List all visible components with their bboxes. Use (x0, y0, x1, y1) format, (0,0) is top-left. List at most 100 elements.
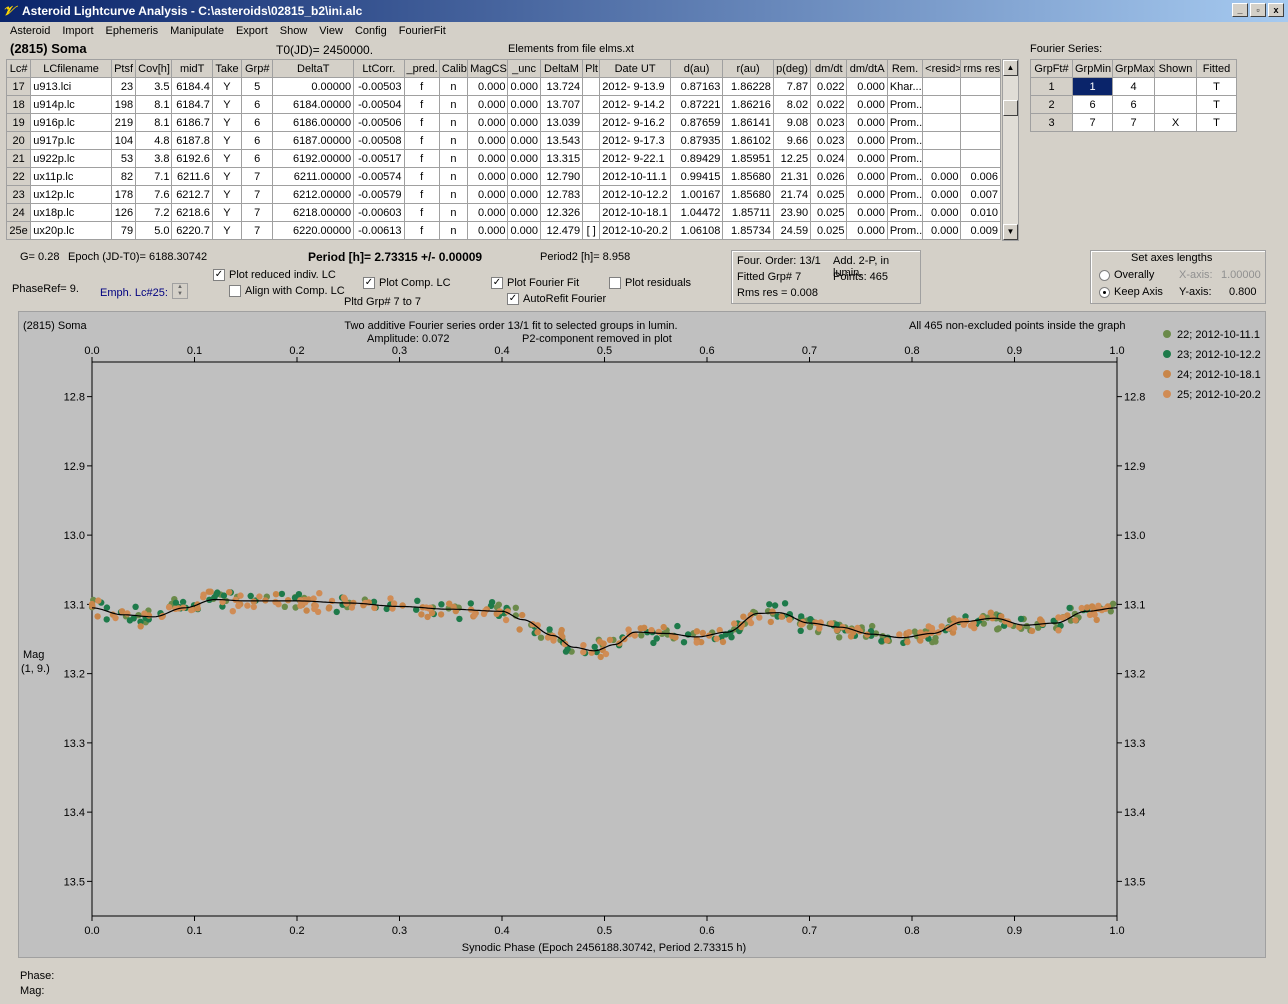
table-cell[interactable] (582, 185, 601, 204)
table-cell[interactable]: 178 (110, 185, 137, 204)
table-cell[interactable]: Y (211, 113, 243, 132)
lc-col-header[interactable]: MagCS (467, 59, 509, 78)
table-cell[interactable] (582, 77, 601, 96)
table-cell[interactable]: 1.04472 (669, 203, 724, 222)
table-cell[interactable]: 2012- 9-17.3 (599, 131, 671, 150)
table-cell[interactable]: 0.99415 (669, 167, 724, 186)
plot-comp-checkbox[interactable]: ✓ Plot Comp. LC (363, 277, 451, 290)
table-cell[interactable]: -0.00506 (353, 113, 405, 132)
lc-col-header[interactable]: _pred. (403, 59, 440, 78)
table-cell[interactable]: 0.000 (922, 203, 962, 222)
table-cell[interactable]: 0.87221 (669, 95, 724, 114)
fs-table-cell[interactable]: 6 (1072, 95, 1113, 114)
lc-col-header[interactable]: LtCorr. (353, 59, 405, 78)
fs-table-cell[interactable]: X (1154, 113, 1197, 132)
table-cell[interactable]: ux12p.lc (30, 185, 112, 204)
menu-view[interactable]: View (319, 25, 343, 37)
table-cell[interactable]: n (438, 203, 469, 222)
table-cell[interactable]: [ ] (582, 221, 601, 240)
table-cell[interactable]: 1.86228 (722, 77, 774, 96)
table-cell[interactable]: 0.000 (467, 203, 509, 222)
table-cell[interactable]: 2012- 9-14.2 (599, 95, 671, 114)
lightcurve-graph-panel[interactable]: 0.0 0.0 0.1 0.1 0.2 0.2 0.3 0.3 0.4 0.4 0.5 0.5 0.6 0… (18, 311, 1266, 958)
table-cell[interactable]: 2012- 9-22.1 (599, 149, 671, 168)
row-header-cell[interactable]: 24 (5, 203, 32, 222)
table-cell[interactable]: 0.022 (810, 77, 848, 96)
table-cell[interactable]: 0.023 (810, 113, 848, 132)
table-cell[interactable]: 8.02 (772, 95, 812, 114)
table-cell[interactable]: 0.000 (922, 167, 962, 186)
fs-table-cell[interactable]: T (1196, 77, 1237, 96)
lc-col-header[interactable]: Rem. (886, 59, 924, 78)
table-cell[interactable]: 79 (110, 221, 137, 240)
table-cell[interactable] (922, 113, 962, 132)
close-button[interactable]: x (1268, 3, 1284, 17)
lc-col-header[interactable]: rms res (960, 59, 1001, 78)
x-axis-value[interactable]: 1.00000 (1221, 269, 1261, 281)
table-cell[interactable]: 0.009 (960, 221, 1001, 240)
table-cell[interactable]: 0.000 (507, 131, 541, 150)
table-cell[interactable]: 5.0 (135, 221, 173, 240)
menu-ephemeris[interactable]: Ephemeris (105, 25, 159, 37)
lc-col-header[interactable]: d(au) (669, 59, 724, 78)
table-cell[interactable] (582, 203, 601, 222)
table-cell[interactable]: n (438, 149, 469, 168)
table-cell[interactable]: 6211.6 (171, 167, 213, 186)
table-cell[interactable]: f (403, 131, 440, 150)
table-cell[interactable]: 1.00167 (669, 185, 724, 204)
lc-col-header[interactable]: Cov[h] (135, 59, 173, 78)
table-cell[interactable]: 2012-10-20.2 (599, 221, 671, 240)
overally-radio[interactable]: Overally (1099, 269, 1154, 281)
table-cell[interactable]: 6187.00000 (272, 131, 355, 150)
row-header-cell[interactable]: 22 (5, 167, 32, 186)
table-cell[interactable]: 126 (110, 203, 137, 222)
table-cell[interactable]: 198 (110, 95, 137, 114)
table-cell[interactable]: u922p.lc (30, 149, 112, 168)
table-cell[interactable]: 0.000 (467, 95, 509, 114)
lc-col-header[interactable]: Lc# (5, 59, 32, 78)
table-cell[interactable]: 1.85711 (722, 203, 774, 222)
table-cell[interactable]: 0.000 (467, 185, 509, 204)
lc-col-header[interactable]: midT (171, 59, 213, 78)
table-cell[interactable]: 6184.7 (171, 95, 213, 114)
table-cell[interactable]: n (438, 95, 469, 114)
table-cell[interactable] (582, 95, 601, 114)
table-cell[interactable]: f (403, 77, 440, 96)
table-cell[interactable]: 1.86102 (722, 131, 774, 150)
table-cell[interactable] (582, 131, 601, 150)
lc-table-scrollbar[interactable]: ▲ ▼ (1002, 59, 1019, 241)
table-cell[interactable]: 0.025 (810, 221, 848, 240)
table-cell[interactable]: Prom... (886, 95, 924, 114)
table-cell[interactable]: 0.000 (507, 203, 541, 222)
fs-row-header-cell[interactable]: 3 (1030, 113, 1073, 132)
table-cell[interactable]: 8.1 (135, 95, 173, 114)
menu-asteroid[interactable]: Asteroid (10, 25, 51, 37)
table-cell[interactable]: Y (211, 203, 243, 222)
fs-col-header[interactable]: Fitted (1196, 59, 1237, 78)
table-row[interactable]: 23 ux12p.lc 178 7.6 6212.7 Y 7 6212.00000 -0.005… (5, 185, 1001, 204)
table-row[interactable]: 21 u922p.lc 53 3.8 6192.6 Y 6 6192.00000 -0.0051… (5, 149, 1001, 168)
table-cell[interactable]: 0.000 (846, 221, 888, 240)
table-cell[interactable]: Y (211, 77, 243, 96)
table-cell[interactable]: 6184.00000 (272, 95, 355, 114)
table-cell[interactable]: 0.87935 (669, 131, 724, 150)
scroll-up-icon[interactable]: ▲ (1003, 60, 1018, 76)
table-cell[interactable]: 4.8 (135, 131, 173, 150)
table-cell[interactable]: 6 (241, 113, 274, 132)
table-cell[interactable]: 0.000 (846, 95, 888, 114)
table-cell[interactable]: -0.00603 (353, 203, 405, 222)
fs-table-cell[interactable] (1154, 77, 1197, 96)
table-cell[interactable]: n (438, 185, 469, 204)
table-row[interactable]: 18 u914p.lc 198 8.1 6184.7 Y 6 6184.00000 -0.005… (5, 95, 1001, 114)
table-cell[interactable]: -0.00503 (353, 77, 405, 96)
table-cell[interactable]: 3.5 (135, 77, 173, 96)
table-cell[interactable]: 0.000 (507, 95, 541, 114)
table-cell[interactable]: 0.000 (507, 149, 541, 168)
fs-table-cell[interactable]: 7 (1112, 113, 1155, 132)
table-cell[interactable]: ux11p.lc (30, 167, 112, 186)
table-cell[interactable]: Prom... (886, 203, 924, 222)
table-cell[interactable]: 219 (110, 113, 137, 132)
align-comp-checkbox[interactable]: Align with Comp. LC (229, 285, 345, 298)
table-cell[interactable]: Khar... (886, 77, 924, 96)
table-cell[interactable]: u916p.lc (30, 113, 112, 132)
